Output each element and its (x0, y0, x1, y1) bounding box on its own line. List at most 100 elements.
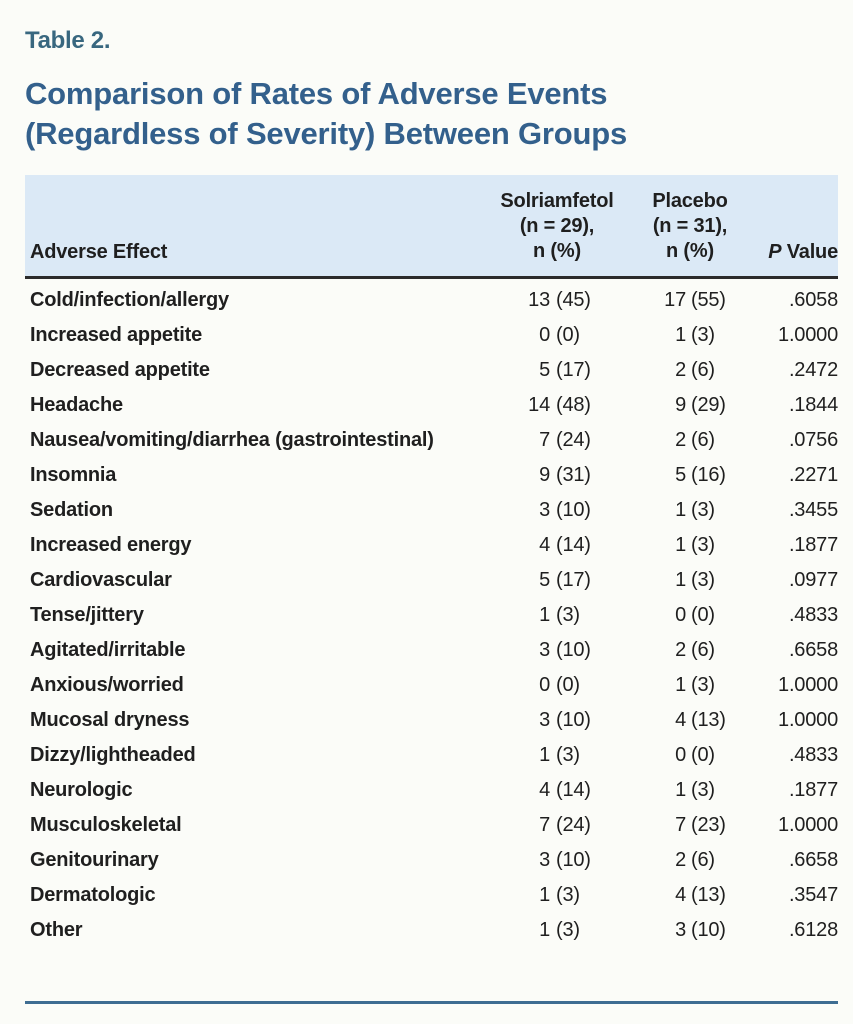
solriamfetol-count: 1 (539, 919, 550, 941)
table-row: Musculoskeletal 7 (24) 7 (23) 1.0000 (25, 808, 838, 843)
placebo-cell: 2 (6) (625, 429, 745, 452)
placebo-percent: (13) (691, 884, 726, 906)
placebo-count: 0 (675, 604, 686, 626)
solriamfetol-percent: (48) (556, 394, 591, 416)
solriamfetol-count: 3 (539, 639, 550, 661)
p-value-cell: .1844 (788, 394, 838, 416)
placebo-percent: (55) (691, 289, 726, 311)
placebo-percent: (13) (691, 709, 726, 731)
solriamfetol-percent: (3) (556, 604, 580, 626)
solriamfetol-count: 1 (539, 744, 550, 766)
table-row: Dizzy/lightheaded 1 (3) 0 (0) .4833 (25, 738, 838, 773)
bottom-divider-rule (25, 1001, 838, 1004)
placebo-count: 1 (675, 674, 686, 696)
solriamfetol-percent: (24) (556, 429, 591, 451)
solriamfetol-cell: 7 (24) (455, 429, 625, 452)
placebo-cell: 1 (3) (625, 569, 745, 592)
adverse-effect-cell: Cardiovascular (30, 569, 172, 591)
placebo-percent: (3) (691, 499, 715, 521)
solriamfetol-cell: 3 (10) (455, 709, 625, 732)
placebo-cell: 2 (6) (625, 639, 745, 662)
placebo-percent: (3) (691, 569, 715, 591)
placebo-percent: (3) (691, 674, 715, 696)
solriamfetol-cell: 3 (10) (455, 499, 625, 522)
placebo-count: 1 (675, 324, 686, 346)
solriamfetol-count: 1 (539, 884, 550, 906)
p-value-cell: .2271 (788, 464, 838, 486)
p-value-cell: .6658 (788, 639, 838, 661)
placebo-count: 17 (664, 289, 686, 311)
p-value-cell: .3547 (788, 884, 838, 906)
adverse-effect-cell: Dermatologic (30, 884, 156, 906)
placebo-percent: (3) (691, 534, 715, 556)
table-title-line1: Comparison of Rates of Adverse Events (25, 76, 608, 111)
solriamfetol-count: 3 (539, 849, 550, 871)
placebo-count: 9 (675, 394, 686, 416)
placebo-percent: (6) (691, 359, 715, 381)
adverse-effect-cell: Increased energy (30, 534, 192, 556)
solriamfetol-cell: 7 (24) (455, 814, 625, 837)
solriamfetol-percent: (3) (556, 919, 580, 941)
solriamfetol-percent: (14) (556, 779, 591, 801)
placebo-percent: (6) (691, 429, 715, 451)
placebo-percent: (6) (691, 849, 715, 871)
placebo-cell: 1 (3) (625, 534, 745, 557)
solriamfetol-cell: 4 (14) (455, 534, 625, 557)
p-value-cell: 1.0000 (778, 709, 838, 731)
placebo-count: 4 (675, 884, 686, 906)
header-placebo-line1: Placebo (652, 190, 728, 212)
p-value-cell: 1.0000 (778, 814, 838, 836)
solriamfetol-percent: (24) (556, 814, 591, 836)
adverse-effect-cell: Genitourinary (30, 849, 159, 871)
table-row: Decreased appetite 5 (17) 2 (6) .2472 (25, 353, 838, 388)
placebo-percent: (3) (691, 779, 715, 801)
solriamfetol-cell: 1 (3) (455, 744, 625, 767)
header-solriamfetol-line1: Solriamfetol (500, 190, 614, 212)
placebo-count: 4 (675, 709, 686, 731)
table-title: Comparison of Rates of Adverse Events (R… (25, 74, 838, 154)
solriamfetol-cell: 0 (0) (455, 324, 625, 347)
solriamfetol-count: 7 (539, 814, 550, 836)
placebo-cell: 7 (23) (625, 814, 745, 837)
solriamfetol-count: 0 (539, 674, 550, 696)
solriamfetol-cell: 1 (3) (455, 604, 625, 627)
placebo-cell: 17 (55) (625, 289, 745, 312)
adverse-effect-cell: Nausea/vomiting/diarrhea (gastrointestin… (30, 429, 434, 451)
placebo-count: 7 (675, 814, 686, 836)
placebo-count: 3 (675, 919, 686, 941)
p-value-cell: .1877 (788, 779, 838, 801)
solriamfetol-percent: (10) (556, 499, 591, 521)
solriamfetol-count: 5 (539, 569, 550, 591)
table-number-label: Table 2. (25, 27, 111, 54)
solriamfetol-cell: 3 (10) (455, 849, 625, 872)
adverse-effect-cell: Headache (30, 394, 123, 416)
solriamfetol-cell: 3 (10) (455, 639, 625, 662)
p-value-cell: .6658 (788, 849, 838, 871)
solriamfetol-percent: (10) (556, 639, 591, 661)
adverse-effect-cell: Dizzy/lightheaded (30, 744, 196, 766)
solriamfetol-count: 5 (539, 359, 550, 381)
placebo-percent: (3) (691, 324, 715, 346)
placebo-count: 0 (675, 744, 686, 766)
solriamfetol-percent: (17) (556, 569, 591, 591)
table-row: Anxious/worried 0 (0) 1 (3) 1.0000 (25, 668, 838, 703)
p-value-cell: .6128 (788, 919, 838, 941)
solriamfetol-count: 1 (539, 604, 550, 626)
placebo-cell: 0 (0) (625, 744, 745, 767)
solriamfetol-cell: 0 (0) (455, 674, 625, 697)
solriamfetol-percent: (0) (556, 324, 580, 346)
placebo-percent: (23) (691, 814, 726, 836)
solriamfetol-percent: (14) (556, 534, 591, 556)
adverse-effect-cell: Musculoskeletal (30, 814, 182, 836)
adverse-effect-cell: Cold/infection/allergy (30, 289, 229, 311)
table-row: Cold/infection/allergy 13 (45) 17 (55) .60… (25, 283, 838, 318)
solriamfetol-cell: 5 (17) (455, 569, 625, 592)
placebo-cell: 9 (29) (625, 394, 745, 417)
p-value-cell: .3455 (788, 499, 838, 521)
solriamfetol-cell: 1 (3) (455, 919, 625, 942)
header-placebo: Placebo (n = 31), n (%) (625, 189, 745, 264)
p-value-cell: .4833 (788, 744, 838, 766)
table-row: Tense/jittery 1 (3) 0 (0) .4833 (25, 598, 838, 633)
header-p-value-italic: P (768, 241, 782, 263)
